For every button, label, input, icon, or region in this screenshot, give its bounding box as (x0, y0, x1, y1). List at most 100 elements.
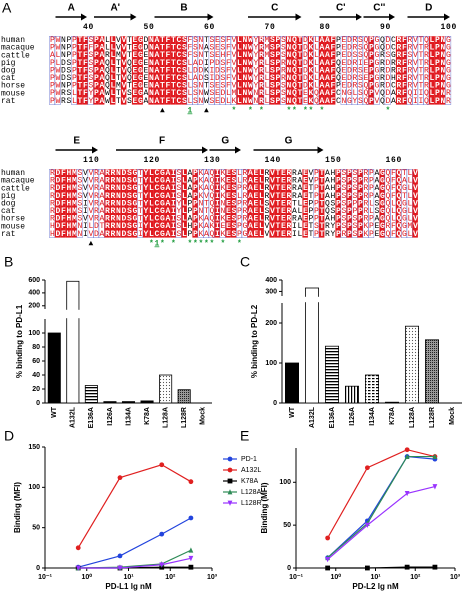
axis-break (39, 309, 214, 319)
conserved-column (274, 169, 281, 238)
arrow-head (202, 146, 208, 154)
conserved-column (137, 36, 143, 105)
bar (404, 325, 419, 404)
y-tick-label: 0 (287, 565, 291, 572)
sequence: RDFHMSVVRARRNDSGTYLCGAISLAPKVQIKESLRAELR… (50, 192, 418, 201)
conserved-column (98, 36, 105, 105)
conserved-column (230, 169, 237, 238)
species-name: human (1, 36, 25, 45)
species-name: macaque (1, 177, 35, 186)
conserved-column (428, 36, 435, 105)
arrow-head (356, 13, 362, 21)
strand-label: G (285, 136, 293, 147)
conserved-column (401, 36, 407, 105)
bar (364, 374, 379, 404)
conserved-column (153, 169, 160, 238)
x-tick-label: 10⁰ (330, 573, 341, 581)
strand-label: G (221, 136, 229, 147)
marker (364, 565, 370, 571)
similar-column (373, 36, 380, 105)
conserved-column (109, 36, 116, 105)
conserved-column (115, 169, 121, 238)
similar-column (368, 168, 375, 238)
marker (432, 453, 438, 459)
bar (140, 400, 154, 404)
axis-break (276, 296, 464, 303)
arrow-head (130, 13, 137, 21)
conserved-column (395, 169, 402, 238)
arrow-head (317, 146, 324, 154)
marker (159, 462, 165, 468)
marker (325, 565, 331, 571)
conserved-column (280, 169, 286, 238)
x-tick-label: 10³ (207, 574, 218, 581)
conserved-column (324, 36, 330, 105)
sequence: PWRSLTFYPAWLTVSEGANATFTCSLSNWSEDLMLNWNRL… (50, 89, 451, 98)
species-name: cat (1, 207, 15, 216)
sequence: HDFHMNIVDARRNDSGIYLCGAISLPPKAQIKESPGAELV… (50, 230, 418, 239)
x-tick-label: I126A (349, 407, 356, 426)
bar (344, 385, 359, 404)
species-name: macaque (1, 44, 35, 53)
conserved-column (269, 36, 275, 105)
similar-column (76, 168, 83, 238)
bar (159, 374, 173, 404)
conserved-column (131, 169, 138, 238)
panel-label: B (4, 254, 13, 270)
bar (121, 401, 136, 404)
strand-label: C' (336, 3, 346, 14)
conserved-column (170, 169, 176, 238)
y-tick-label: 50 (32, 525, 40, 532)
sequence: RDFHMSVVRARRNDSGTYLCGAISLAPKAQIKESLRAELR… (50, 177, 418, 186)
conserved-column (60, 169, 66, 238)
marker (75, 565, 81, 571)
x-tick-label: L128A (162, 407, 169, 428)
y-tick-label: 50 (283, 522, 291, 529)
marker (75, 545, 81, 551)
y-tick-label: 300 (265, 288, 277, 295)
conserved-column (148, 169, 154, 238)
marker (188, 479, 194, 485)
x-tick-label: I134A (125, 407, 132, 426)
sequence: RDFHMSVVRARRNDSGTYLCGAISLAPKAQIKESLRAELR… (50, 169, 418, 178)
conserved-column (126, 169, 132, 238)
conserved-column (379, 169, 385, 238)
arrow-head (389, 13, 395, 21)
species-name: pig (1, 192, 16, 201)
x-tick-label: Mock (449, 407, 456, 425)
marker (117, 475, 123, 481)
series-line (327, 455, 435, 559)
conserved-column (412, 169, 418, 238)
x-tick-label: Mock (200, 407, 207, 425)
y-tick-label: 0 (36, 565, 40, 572)
strand-label: E (73, 136, 80, 147)
ruler: 40 50 60 70 80 90 100 (83, 23, 457, 32)
panel-label: A (2, 0, 12, 16)
conserved-column (329, 36, 336, 105)
x-tick-label: L128R (429, 407, 436, 428)
conserved-column (181, 36, 187, 105)
marker (404, 491, 410, 497)
conserved-column (181, 169, 187, 238)
conserved-column (104, 169, 110, 238)
marker (188, 564, 194, 570)
similar-column (197, 36, 204, 105)
sequence: RDFHMSVVRARRNDSGTYLCGAISLAPKAQIKESPRAELR… (50, 215, 418, 224)
marker (432, 564, 438, 570)
y-tick-label: 0 (273, 400, 277, 407)
marker (188, 515, 194, 521)
x-axis-label: PD-L1 lg nM (105, 582, 152, 591)
conserved-column (54, 169, 61, 238)
species-name: cattle (1, 51, 30, 60)
panel-label: C (240, 254, 250, 270)
species-name: horse (1, 215, 25, 224)
strand-label: D (425, 3, 432, 14)
ruler: 110 120 130 140 150 160 (83, 156, 402, 165)
conserved-column (307, 36, 314, 105)
conserved-column (368, 36, 374, 105)
sequence: HDFHMNILDTRRNDSGIYLCGAISLHPKAKIEESPGAELV… (50, 222, 418, 231)
series-line (78, 517, 192, 568)
species-name: cattle (1, 184, 30, 193)
x-tick-label: 10¹ (123, 574, 134, 581)
